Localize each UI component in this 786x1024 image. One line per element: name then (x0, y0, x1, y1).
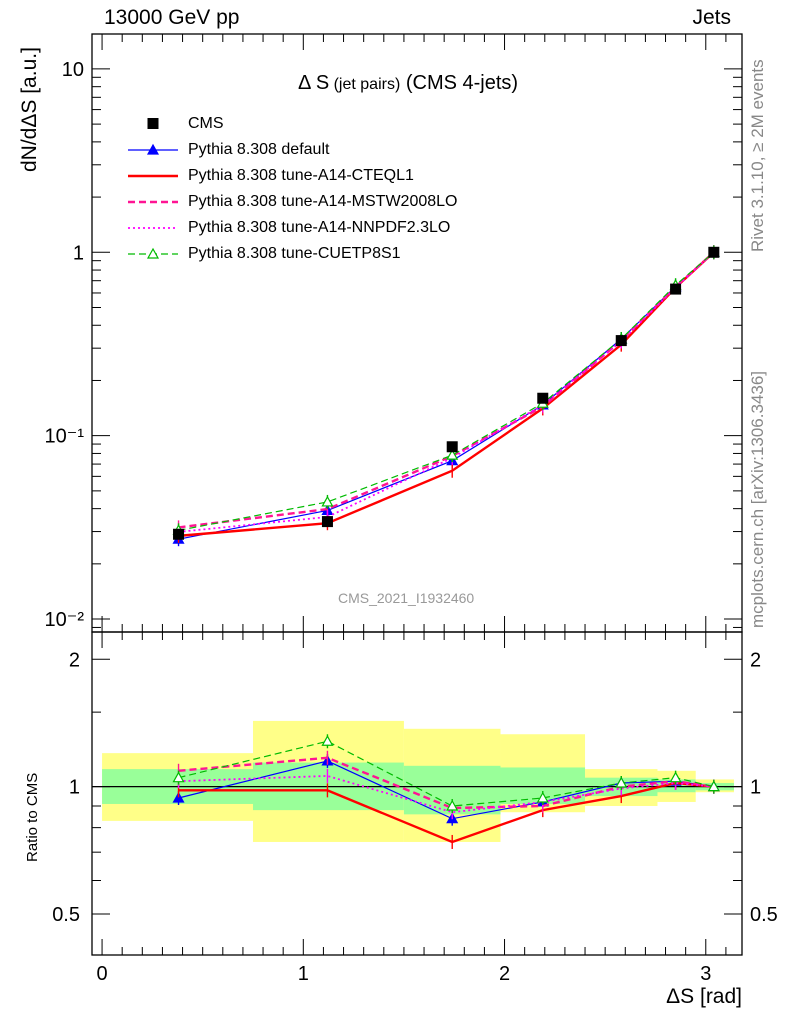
marker-cuetp8s1 (669, 771, 682, 783)
y-tick-label: 10 (62, 59, 84, 81)
ratio-tick-label-left: 0.5 (52, 904, 80, 926)
cms-data-point (537, 392, 549, 404)
ratio-tick-label-left: 2 (69, 649, 80, 671)
marker-cuetp8s1 (446, 799, 459, 811)
mcplots-label: mcplots.cern.ch [arXiv:1306.3436] (748, 370, 767, 628)
ratio-frame (91, 631, 743, 956)
x-tick-label: 3 (700, 963, 711, 985)
title-rest: (CMS 4-jets) (400, 72, 519, 94)
x-tick-label: 1 (298, 963, 309, 985)
cms-data-point (446, 441, 458, 453)
legend-label-nnpdf: Pythia 8.308 tune-A14-NNPDF2.3LO (188, 219, 451, 236)
marker-cuetp8s1 (707, 780, 720, 792)
ratio-tick-label-left: 1 (69, 777, 80, 799)
marker-cuetp8s1 (321, 735, 334, 746)
ratio-tick-label-right: 0.5 (750, 904, 778, 926)
x-tick-label: 0 (96, 963, 107, 985)
marker-default (172, 791, 185, 803)
ratio-tick-label-right: 2 (750, 649, 761, 671)
marker-cuetp8s1 (536, 791, 549, 803)
marker-cuetp8s1 (615, 776, 628, 788)
legend-marker-cuetp8s1 (146, 247, 160, 259)
series-line-default (178, 251, 715, 540)
collision-label: 13000 GeV pp (104, 6, 240, 29)
plot-title: Δ S (jet pairs) (CMS 4-jets) (298, 72, 518, 95)
y-tick-label: 1 (73, 242, 84, 264)
x-axis-label: ΔS [rad] (666, 985, 742, 1008)
y-tick-label: 10⁻¹ (45, 426, 85, 448)
marker-cuetp8s1 (446, 448, 459, 460)
cms-data-point (321, 516, 333, 528)
legend-label-cms: CMS (188, 115, 224, 132)
process-label: Jets (692, 6, 731, 29)
cms-data-point (615, 335, 627, 347)
series-line-mstw (178, 251, 715, 529)
rivet-version-label: Rivet 3.1.10, ≥ 2M events (748, 59, 767, 252)
ratio-tick-label-right: 1 (750, 777, 761, 799)
cms-data-point (670, 283, 682, 295)
title-main: Δ S (298, 72, 330, 94)
legend-label-cteql1: Pythia 8.308 tune-A14-CTEQL1 (188, 167, 414, 184)
legend-label-mstw: Pythia 8.308 tune-A14-MSTW2008LO (188, 193, 458, 210)
series-line-cteql1 (178, 251, 715, 538)
legend-label-default: Pythia 8.308 default (188, 141, 330, 158)
series-line-cuetp8s1 (178, 251, 715, 531)
y-axis-label: dN/dΔS [a.u.] (18, 47, 41, 172)
cms-data-point (173, 528, 185, 540)
title-small: (jet pairs) (329, 76, 401, 93)
legend-marker-default (146, 143, 160, 155)
y-tick-label: 10⁻² (45, 609, 85, 631)
marker-cuetp8s1 (321, 495, 334, 507)
series-line-nnpdf (178, 251, 715, 533)
marker-cuetp8s1 (172, 771, 185, 783)
x-tick-label: 2 (499, 963, 510, 985)
legend-marker-cms (147, 118, 159, 129)
legend-label-cuetp8s1: Pythia 8.308 tune-CUETP8S1 (188, 245, 401, 262)
cms-data-point (708, 246, 720, 258)
analysis-watermark: CMS_2021_I1932460 (338, 590, 475, 606)
ratio-axis-label: Ratio to CMS (24, 772, 41, 862)
